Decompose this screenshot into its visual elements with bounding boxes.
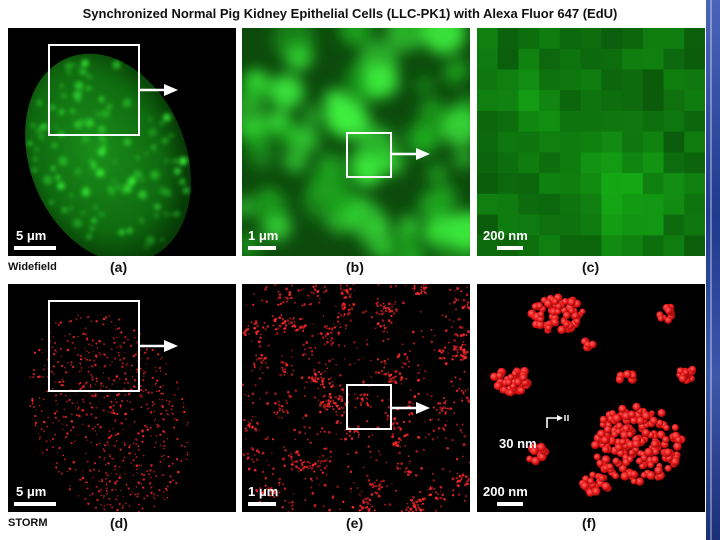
- slide-accent-stripe: [706, 0, 720, 540]
- figure-title: Synchronized Normal Pig Kidney Epithelia…: [82, 6, 618, 21]
- panel-a-widefield-nucleus: 5 μm: [8, 28, 236, 256]
- zoom-arrow-icon: [392, 402, 430, 414]
- localization-precision-label: 30 nm: [499, 436, 537, 451]
- panel-b-widefield-zoom: 1 μm: [242, 28, 470, 256]
- zoom-region-box: [48, 44, 140, 136]
- panel-label-f: (f): [582, 515, 596, 531]
- panel-f-storm-localizations: 30 nm 200 nm: [477, 284, 705, 512]
- scale-bar-label: 1 μm: [248, 484, 279, 499]
- panel-label-d: (d): [110, 515, 128, 531]
- panel-label-b: (b): [346, 259, 364, 275]
- panel-label-c: (c): [582, 259, 600, 275]
- scale-bar: [14, 502, 56, 506]
- panel-c-widefield-pixels: 200 nm: [477, 28, 705, 256]
- row-label-storm: STORM: [8, 517, 48, 529]
- zoom-region-box: [346, 132, 392, 178]
- zoom-region-box: [346, 384, 392, 430]
- scale-bar: [14, 246, 56, 250]
- zoom-arrow-icon: [392, 148, 430, 160]
- scale-bar-label: 5 μm: [16, 228, 47, 243]
- panel-e-storm-zoom: 1 μm: [242, 284, 470, 512]
- zoom-arrow-icon: [140, 340, 178, 352]
- scale-bar: [497, 246, 523, 250]
- row-label-widefield: Widefield: [8, 261, 57, 273]
- panel-d-storm-nucleus: 5 μm: [8, 284, 236, 512]
- scale-bar-label: 5 μm: [16, 484, 47, 499]
- scale-bar-label: 200 nm: [483, 484, 528, 499]
- scale-bar: [248, 246, 276, 250]
- scale-bar: [248, 502, 276, 506]
- scale-bar: [497, 502, 523, 506]
- panel-label-a: (a): [110, 259, 128, 275]
- zoom-region-box: [48, 300, 140, 392]
- scale-bar-label: 200 nm: [483, 228, 528, 243]
- zoom-arrow-icon: [140, 84, 178, 96]
- scale-bar-label: 1 μm: [248, 228, 279, 243]
- panel-label-e: (e): [346, 515, 364, 531]
